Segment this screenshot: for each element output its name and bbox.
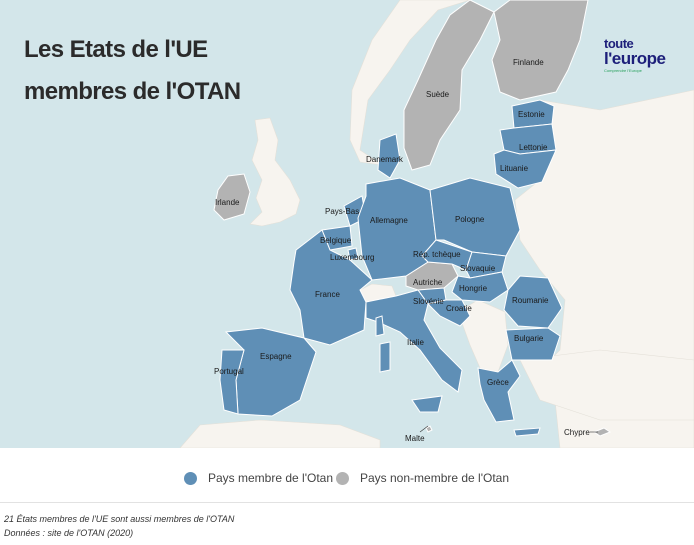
land-great-britain [249,117,301,227]
label-italie: Italie [407,338,424,347]
label-estonie: Estonie [518,110,545,119]
label-allemagne: Allemagne [370,216,408,225]
legend-dot-member [184,471,197,485]
country-france [289,229,373,346]
map-title-line1: Les Etats de l'UE [24,36,208,63]
legend-label-non-member: Pays non-membre de l'Otan [360,471,510,485]
country-chypre [592,427,612,437]
label-suede: Suède [426,90,450,99]
label-malte: Malte [405,434,425,443]
label-chypre: Chypre [564,428,590,437]
island-crete [513,427,541,437]
source-note: Données : site de l'OTAN (2020) [4,528,134,538]
footnote: 21 États membres de l'UE sont aussi memb… [4,514,235,524]
europe-map: Finlande Suède Estonie Lettonie Lituanie… [179,0,694,448]
label-portugal: Portugal [214,367,244,376]
country-suede [403,0,495,171]
map-area: Finlande Suède Estonie Lettonie Lituanie… [0,0,694,448]
label-bulgarie: Bulgarie [514,334,544,343]
label-grece: Grèce [487,378,509,387]
label-pologne: Pologne [455,215,485,224]
label-lettonie: Lettonie [519,143,548,152]
label-espagne: Espagne [260,352,292,361]
logo-line1: toute [604,36,634,51]
country-grece [477,359,521,423]
toute-leurope-logo: toute l'europe Comprendre l'Europe [604,37,684,73]
country-danemark [377,133,401,179]
country-estonie [511,99,555,129]
country-hongrie [451,271,509,303]
map-title-line2: membres de l'OTAN [24,78,241,105]
country-irlande [213,173,251,221]
label-luxembourg: Luxembourg [330,253,374,262]
label-danemark: Danemark [366,155,404,164]
country-finlande [491,0,589,101]
footer-divider [0,502,694,503]
label-autriche: Autriche [413,278,443,287]
label-croatie: Croatie [446,304,472,313]
country-malte [425,425,433,433]
logo-line2: l'europe [604,49,666,68]
label-lituanie: Lituanie [500,164,529,173]
legend-item-member: Pays membre de l'Otan [184,470,333,486]
label-slovenie: Slovénie [413,297,444,306]
island-sardaigne [379,341,391,373]
label-roumanie: Roumanie [512,296,549,305]
legend-dot-non-member [336,471,349,485]
label-belgique: Belgique [320,236,352,245]
malte-leader-line [419,425,429,433]
land-norway [349,0,471,166]
country-roumanie [503,275,563,329]
logo-tagline: Comprendre l'Europe [604,68,642,73]
legend-item-non-member: Pays non-membre de l'Otan [336,470,509,486]
country-bulgarie [505,327,561,361]
country-croatie [427,299,471,327]
label-pays-bas: Pays-Bas [325,207,359,216]
land-turkey [519,349,694,421]
island-sicile [411,395,443,413]
country-portugal [219,349,245,415]
label-hongrie: Hongrie [459,284,488,293]
country-lituanie [493,149,557,189]
label-finlande: Finlande [513,58,544,67]
country-slovaquie [465,251,507,279]
label-slovaquie: Slovaquie [460,264,496,273]
country-allemagne [357,177,437,281]
legend: Pays membre de l'Otan Pays non-membre de… [0,448,694,506]
label-france: France [315,290,340,299]
country-luxembourg [347,247,359,261]
land-balkans [457,299,509,373]
legend-label-member: Pays membre de l'Otan [208,471,334,485]
land-north-africa [179,419,381,448]
island-corse [375,315,385,337]
label-irlande: Irlande [215,198,240,207]
label-rep-tcheque: Rép. tchèque [413,250,461,259]
